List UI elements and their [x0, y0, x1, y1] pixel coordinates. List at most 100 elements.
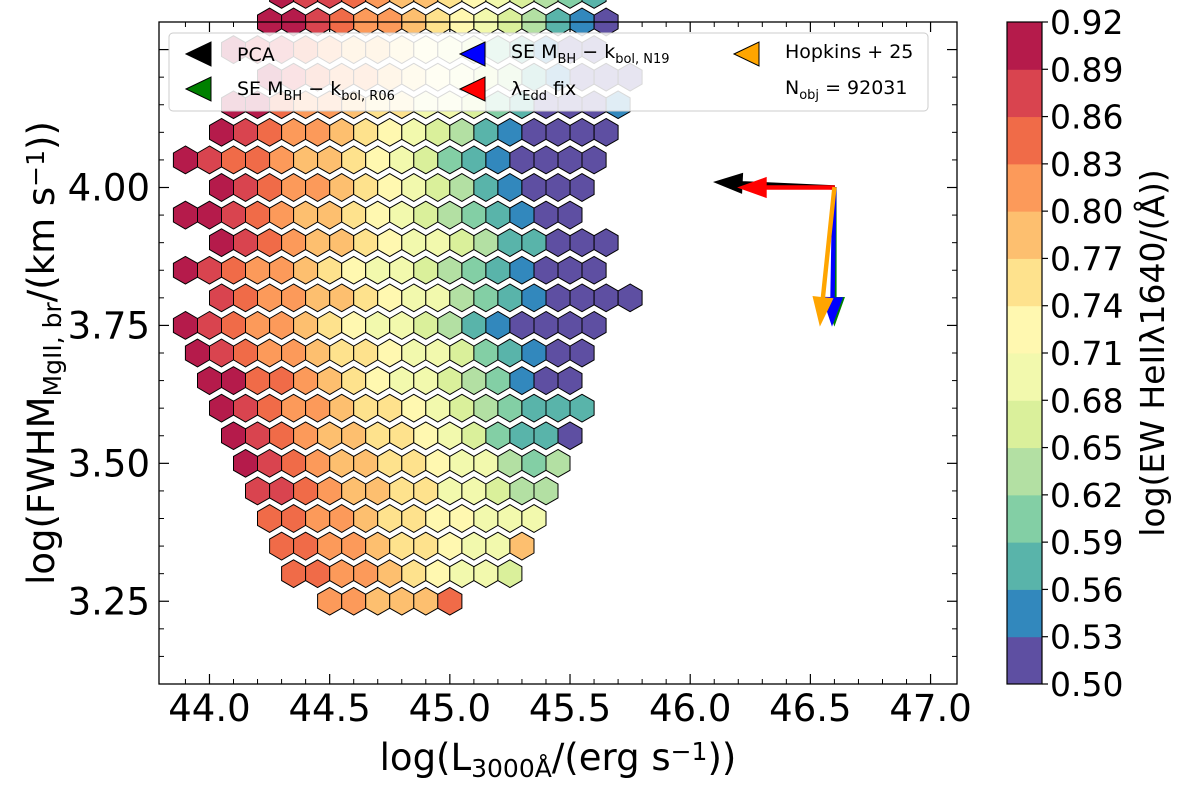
colorbar-segment: [1007, 22, 1042, 70]
hexbin-cell: [209, 283, 234, 313]
legend: PCA SE MBH − kbol, R06 SE MBH − kbol, N1…: [168, 32, 929, 112]
hexbin-cell: [509, 200, 535, 230]
hexbin-cell: [269, 366, 295, 396]
hexbin-cell: [497, 504, 523, 533]
hexbin-cell: [401, 448, 427, 478]
hexbin-cell: [389, 586, 415, 616]
hexbin-cell: [197, 145, 222, 175]
hexbin-cell: [545, 228, 571, 258]
hexbin-cell: [473, 393, 499, 423]
hexbin-cell: [557, 0, 583, 9]
hexbin-cell: [497, 448, 523, 478]
hexbin-cell: [365, 310, 391, 340]
hexbin-cell: [329, 504, 355, 533]
hexbin-cell: [269, 310, 295, 340]
hexbin-cell: [533, 145, 559, 175]
hexbin-cell: [509, 421, 535, 451]
hexbin-cell: [293, 145, 319, 175]
hexbin-cell: [569, 393, 595, 423]
x-tick-label: 47.0: [889, 687, 971, 730]
hexbin-cell: [293, 0, 319, 9]
hexbin-cell: [557, 310, 583, 340]
hexbin-cell: [521, 228, 547, 258]
hexbin-cell: [497, 173, 523, 202]
legend-marker-pca: [184, 41, 212, 67]
hexbin-cell: [413, 0, 439, 9]
legend-marker-sem-r06: [184, 76, 212, 102]
legend-nobj: Nobj = 92031: [785, 77, 908, 103]
hexbin-cell: [437, 200, 463, 230]
hexbin-cell: [305, 559, 331, 589]
hexbin-cell: [581, 0, 607, 9]
hexbin-cell: [305, 228, 331, 258]
hexbin-cell: [521, 504, 547, 533]
hexbin-cell: [365, 0, 391, 9]
colorbar-segment: [1007, 636, 1042, 685]
hexbin-cell: [389, 145, 415, 175]
hexbin-cell: [473, 504, 499, 533]
hexbin-cell: [221, 255, 246, 285]
hexbin-cell: [257, 448, 283, 478]
hexbin-cell: [545, 338, 571, 368]
hexbin-cell: [221, 421, 246, 451]
hexbin-cell: [317, 366, 343, 396]
hexbin-cell: [437, 255, 463, 285]
hexbin-cell: [413, 586, 439, 616]
hexbin-cell: [305, 448, 331, 478]
hexbin-cell: [593, 228, 619, 258]
hexbin-cell: [533, 200, 559, 230]
hexbin-cell: [473, 173, 499, 202]
y-tick-label: 3.50: [68, 442, 150, 485]
hexbin-cell: [233, 117, 258, 147]
hexbin-cell: [557, 255, 583, 285]
hexbin-cell: [305, 504, 331, 533]
colorbar-tick-label: 0.89: [1050, 50, 1123, 89]
hexbin-cell: [497, 393, 523, 423]
hexbin-cell: [425, 393, 451, 423]
hexbin-cell: [377, 338, 403, 368]
hexbin-cell: [461, 421, 487, 451]
colorbar-segment: [1007, 589, 1042, 638]
hexbin-cell: [509, 366, 535, 396]
hexbin-cell: [401, 283, 427, 313]
hexbin-cell: [557, 366, 583, 396]
hexbin-cell: [485, 476, 511, 506]
hexbin-cell: [245, 310, 271, 340]
hexbin-cell: [545, 393, 571, 423]
hexbin-cell: [245, 366, 271, 396]
hexbin-cell: [257, 117, 283, 147]
hexbin-cell: [245, 421, 271, 451]
hexbin-cell: [233, 173, 258, 202]
hexbin-cell: [365, 145, 391, 175]
hexbin-cell: [293, 366, 319, 396]
legend-marker-ledd-fix: [458, 76, 486, 102]
hexbin-cell: [377, 559, 403, 589]
hexbin-cell: [245, 255, 271, 285]
hexbin-cell: [305, 283, 331, 313]
hexbin-cell: [221, 145, 246, 175]
legend-label-pca: PCA: [237, 44, 275, 66]
colorbar-segment: [1007, 447, 1042, 496]
hexbin-cell: [413, 145, 439, 175]
hexbin-cell: [509, 476, 535, 506]
hexbin-cell: [329, 117, 355, 147]
hexbin-cell: [437, 145, 463, 175]
hexbin-cell: [281, 338, 307, 368]
hexbin-cell: [329, 559, 355, 589]
hexbin-cell: [413, 310, 439, 340]
hexbin-cell: [377, 117, 403, 147]
hexbin-cell: [281, 393, 307, 423]
hexbin-cell: [305, 117, 331, 147]
hexbin-cell: [317, 421, 343, 451]
hexbin-cell: [449, 448, 475, 478]
hexbin-cell: [377, 283, 403, 313]
hexbin-cell: [509, 310, 535, 340]
x-tick-label: 45.5: [529, 687, 611, 730]
hexbin-cell: [233, 228, 258, 258]
colorbar-segment: [1007, 211, 1042, 259]
hexbin-cell: [293, 531, 319, 561]
hexbin-cell: [413, 255, 439, 285]
colorbar-tick-label: 0.71: [1050, 334, 1123, 373]
hexbin-cells: [172, 0, 643, 616]
